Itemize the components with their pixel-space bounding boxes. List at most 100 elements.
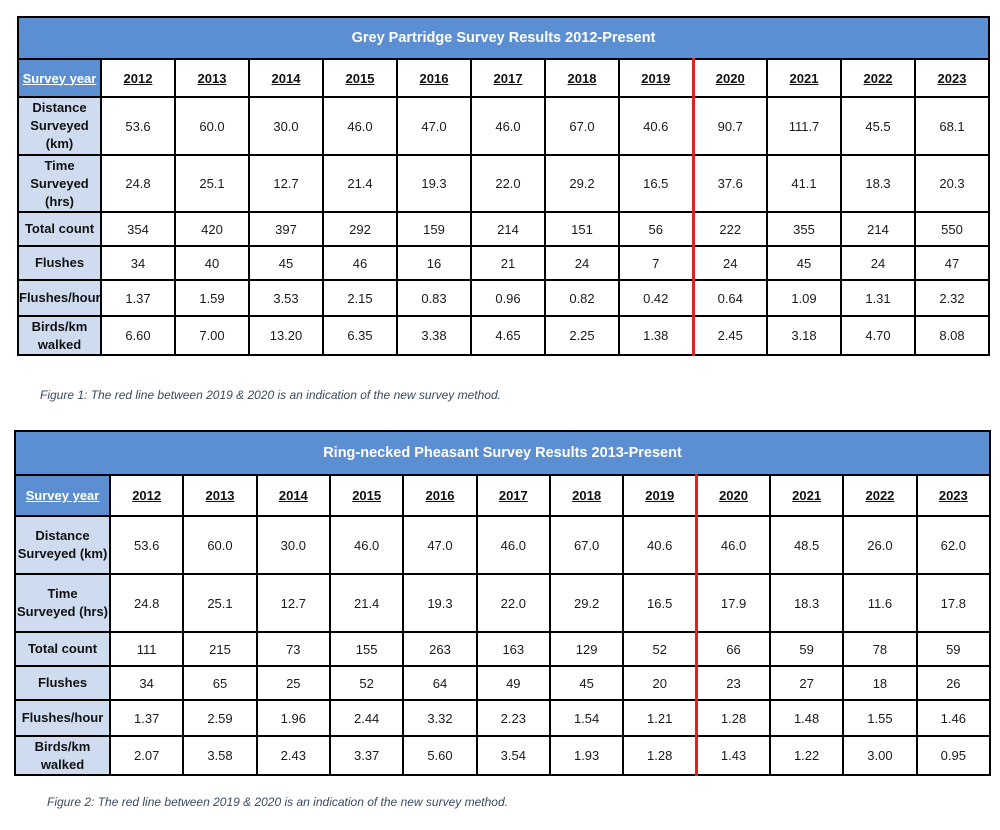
table-title: Ring-necked Pheasant Survey Results 2013… <box>14 430 991 476</box>
value-cell: 3.38 <box>396 315 472 356</box>
row-label-line: walked <box>40 756 85 772</box>
value-cell: 222 <box>691 211 768 247</box>
table-row: Flushes 34 40 45 46 16 21 24 7 24 45 24 47 <box>17 245 990 281</box>
value-cell: 19.3 <box>396 154 472 213</box>
value-cell: 151 <box>544 211 620 247</box>
value-cell: 60.0 <box>182 515 258 575</box>
value-cell: 46 <box>322 245 398 281</box>
value-cell: 163 <box>475 631 551 667</box>
value-cell: 214 <box>470 211 546 247</box>
value-cell: 23 <box>695 665 771 701</box>
value-cell: 3.37 <box>328 735 405 776</box>
value-cell: 20 <box>622 665 698 701</box>
row-label-line: Surveyed <box>30 118 89 133</box>
value-cell: 24.8 <box>108 573 185 633</box>
row-label: Total count <box>14 631 111 667</box>
value-cell: 16.5 <box>622 573 698 633</box>
value-cell: 11.6 <box>842 573 918 633</box>
value-cell: 47.0 <box>402 515 478 575</box>
value-cell: 64 <box>402 665 478 701</box>
value-cell: 2.43 <box>255 735 331 776</box>
year-header: 2023 <box>915 474 992 517</box>
table-row: Flushes 34 65 25 52 64 49 45 20 23 27 18 26 <box>14 665 992 701</box>
row-label: Distance Surveyed (km) <box>14 515 111 575</box>
row-label-line: (km) <box>45 136 74 151</box>
value-cell: 45 <box>548 665 625 701</box>
value-cell: 1.28 <box>695 699 771 737</box>
row-label: Time Surveyed (hrs) <box>14 573 111 633</box>
value-cell: 16.5 <box>618 154 694 213</box>
value-cell: 73 <box>255 631 331 667</box>
value-cell: 0.95 <box>915 735 992 776</box>
year-header: 2012 <box>108 474 185 517</box>
row-label-line: Time <box>44 157 75 173</box>
value-cell: 59 <box>768 631 845 667</box>
value-cell: 46.0 <box>475 515 551 575</box>
value-cell: 354 <box>100 211 176 247</box>
value-cell: 4.70 <box>840 315 916 356</box>
year-header: 2017 <box>475 474 551 517</box>
value-cell: 67.0 <box>544 96 620 156</box>
value-cell: 13.20 <box>248 315 324 356</box>
value-cell: 24 <box>691 245 768 281</box>
value-cell: 56 <box>618 211 694 247</box>
value-cell: 550 <box>914 211 990 247</box>
value-cell: 8.08 <box>914 315 990 356</box>
value-cell: 25.1 <box>174 154 250 213</box>
value-cell: 2.59 <box>182 699 258 737</box>
value-cell: 214 <box>840 211 916 247</box>
value-cell: 292 <box>322 211 398 247</box>
row-label-line: Total count <box>27 641 98 656</box>
year-header: 2018 <box>544 58 620 98</box>
year-header: 2023 <box>914 58 990 98</box>
row-label-line: Birds/km <box>31 318 88 334</box>
row-label-line: walked <box>37 336 82 352</box>
value-cell: 2.23 <box>475 699 551 737</box>
value-cell: 111 <box>108 631 185 667</box>
value-cell: 3.00 <box>842 735 918 776</box>
row-label: Distance Surveyed (km) <box>17 96 102 156</box>
value-cell: 48.5 <box>768 515 845 575</box>
row-label-line: Flushes/hour <box>21 710 104 725</box>
value-cell: 41.1 <box>766 154 842 213</box>
value-cell: 2.44 <box>328 699 405 737</box>
value-cell: 25.1 <box>182 573 258 633</box>
value-cell: 1.54 <box>548 699 625 737</box>
value-cell: 45 <box>248 245 324 281</box>
row-label-line: Time <box>47 586 78 601</box>
value-cell: 24.8 <box>100 154 176 213</box>
value-cell: 62.0 <box>915 515 992 575</box>
value-cell: 12.7 <box>255 573 331 633</box>
value-cell: 30.0 <box>255 515 331 575</box>
value-cell: 1.37 <box>100 279 176 317</box>
table-row: Time Surveyed (hrs) 24.8 25.1 12.7 21.4 19.3 22.… <box>17 154 990 213</box>
table-row: Distance Surveyed (km) 53.6 60.0 30.0 46.0 47.0… <box>17 96 990 156</box>
value-cell: 18 <box>842 665 918 701</box>
table-row: Flushes/hour 1.37 2.59 1.96 2.44 3.32 2.23 1.54… <box>14 699 992 737</box>
value-cell: 29.2 <box>548 573 625 633</box>
row-label-line: Surveyed <box>30 175 89 191</box>
value-cell: 1.22 <box>768 735 845 776</box>
survey-year-header: Survey year <box>14 474 111 517</box>
value-cell: 6.35 <box>322 315 398 356</box>
year-header: 2019 <box>622 474 698 517</box>
survey-year-header: Survey year <box>17 58 102 98</box>
value-cell: 30.0 <box>248 96 324 156</box>
row-label: Flushes <box>14 665 111 701</box>
value-cell: 66 <box>695 631 771 667</box>
row-label-line: Surveyed (hrs) <box>16 604 109 619</box>
value-cell: 59 <box>915 631 992 667</box>
value-cell: 2.32 <box>914 279 990 317</box>
year-header: 2021 <box>766 58 842 98</box>
table-title: Grey Partridge Survey Results 2012-Prese… <box>17 16 990 60</box>
value-cell: 12.7 <box>248 154 324 213</box>
value-cell: 1.09 <box>766 279 842 317</box>
row-label-line: Flushes <box>37 675 88 690</box>
value-cell: 7.00 <box>174 315 250 356</box>
value-cell: 6.60 <box>100 315 176 356</box>
value-cell: 111.7 <box>766 96 842 156</box>
table-row: Distance Surveyed (km) 53.6 60.0 30.0 46.0 47.… <box>14 515 992 575</box>
value-cell: 27 <box>768 665 845 701</box>
value-cell: 0.64 <box>691 279 768 317</box>
value-cell: 18.3 <box>768 573 845 633</box>
